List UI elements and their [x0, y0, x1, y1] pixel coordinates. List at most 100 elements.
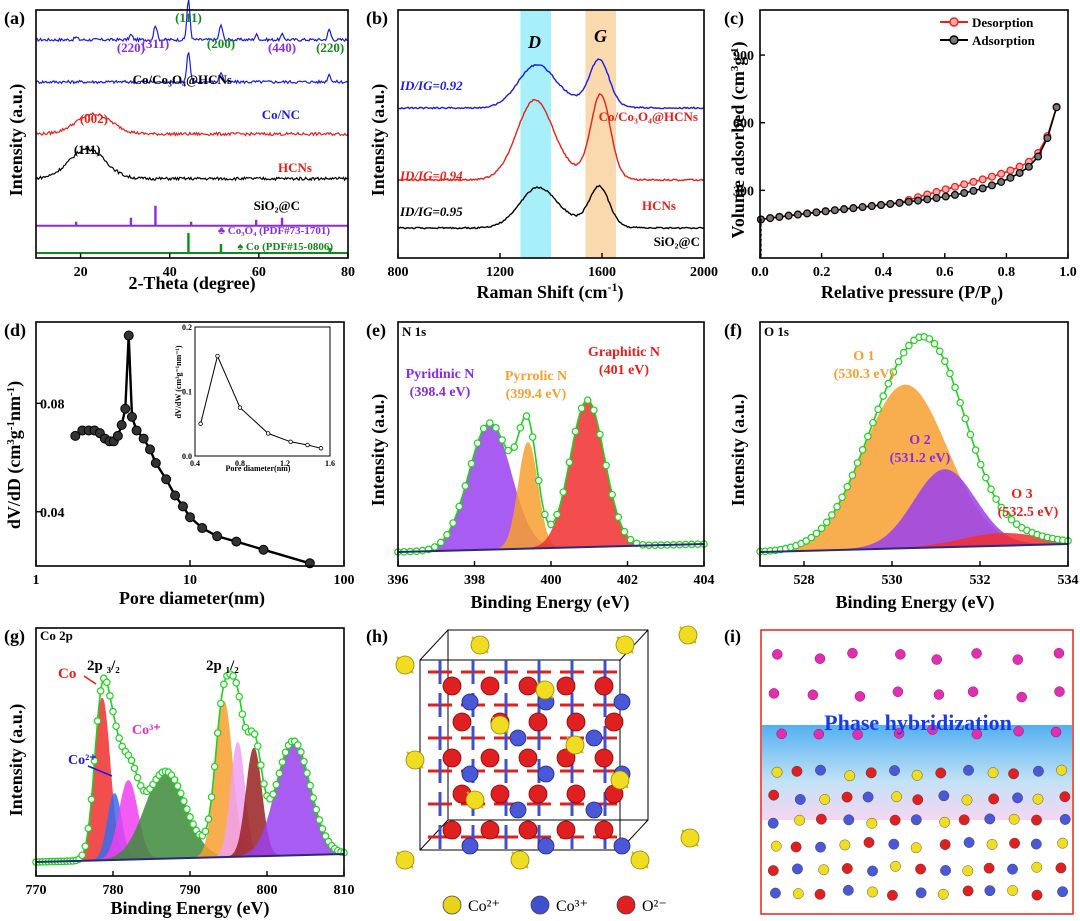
pink-atom	[854, 691, 866, 702]
panel-g-data-point	[235, 692, 244, 701]
panel-g-data-point	[297, 748, 305, 756]
lattice-atom	[1030, 838, 1042, 850]
inset-point	[198, 421, 203, 426]
lattice-atom	[768, 789, 780, 801]
ion-legend-marker	[616, 895, 636, 915]
lattice-atom	[940, 865, 951, 876]
panel-b-xtick-label: 800	[388, 265, 409, 280]
panel-g-data-point	[96, 687, 105, 695]
panel-g-data-point	[272, 780, 281, 789]
co2-atom	[565, 735, 585, 755]
co2p-annotation: 2p ₁/₂	[206, 658, 239, 674]
raman-g-band-label: G	[594, 26, 607, 46]
lattice-atom	[1007, 863, 1018, 875]
panel-e-data-point	[492, 424, 500, 432]
lattice-atom	[771, 766, 783, 778]
panel-e-envelope-line	[398, 399, 704, 553]
panel-f-data-point	[997, 503, 1006, 512]
lattice-atom	[794, 794, 806, 805]
lattice-atom	[792, 888, 804, 900]
panel-h-letter: (h)	[366, 626, 388, 647]
lattice-atom	[841, 791, 853, 803]
panel-e-data-point	[565, 458, 574, 467]
bet-point	[775, 212, 784, 221]
panel-g-data-point	[318, 825, 327, 833]
panel-f-data-point	[879, 392, 888, 400]
lattice-atom	[963, 764, 974, 776]
lattice-atom	[1007, 885, 1019, 896]
panel-f-data-point	[899, 348, 908, 357]
lattice-atom	[815, 764, 826, 776]
xrd-peak-label: (200)	[207, 36, 235, 51]
pore-point	[177, 501, 188, 512]
inset-xtick-label: 0.4	[190, 459, 200, 468]
panel-b-frame	[397, 9, 705, 259]
panel-e-data-point	[559, 488, 568, 496]
panel-f-data-point	[971, 446, 980, 454]
oxygen-atom	[480, 820, 500, 840]
lattice-atom	[842, 884, 854, 896]
pore-point	[123, 330, 134, 341]
panel-g-xtick-label: 800	[257, 883, 278, 898]
pink-atom	[1012, 654, 1024, 665]
panel-f-data-point	[976, 460, 985, 469]
co3-atom	[461, 693, 479, 711]
co3-atom	[613, 837, 631, 855]
panel-g-data-point	[189, 820, 197, 829]
panel-a-xtick-label: 60	[252, 265, 266, 280]
pore-point	[197, 523, 208, 534]
pink-atom	[971, 648, 982, 659]
bet-legend-label: Desorption	[972, 15, 1034, 30]
lattice-atom	[839, 839, 851, 851]
panel-g-data-point	[253, 742, 262, 750]
bet-point	[950, 182, 959, 191]
unit-cell-edge	[419, 819, 449, 851]
bet-point	[969, 177, 978, 186]
lattice-atom	[767, 817, 779, 829]
bet-point	[895, 198, 904, 207]
inset-ylabel: dV/dW (cm³g⁻¹nm⁻¹)	[174, 345, 183, 418]
co2p-arrow	[87, 765, 113, 777]
panel-g-data-point	[103, 678, 111, 687]
panel-c-xtick-label: 0.4	[874, 265, 892, 280]
panel-f-data-point	[966, 430, 975, 439]
xrd-peak-label: (220)	[316, 40, 344, 55]
lattice-atom	[863, 837, 875, 848]
oxygen-atom	[518, 820, 538, 840]
lattice-atom	[962, 885, 974, 897]
panel-e-data-point	[534, 476, 543, 485]
oxygen-atom	[594, 820, 614, 840]
bet-point	[987, 172, 996, 181]
pink-atom	[927, 724, 938, 735]
raman-d-band-label: D	[527, 32, 541, 52]
lattice-atom	[814, 888, 826, 900]
lattice-atom	[1055, 862, 1067, 874]
bet-point	[914, 196, 923, 205]
panel-e-data-point	[522, 412, 531, 420]
panel-f-data-point	[889, 368, 898, 376]
lattice-atom	[792, 863, 803, 875]
pore-point	[161, 474, 172, 485]
pink-atom	[807, 689, 819, 701]
lattice-atom	[935, 767, 947, 779]
lattice-atom	[887, 889, 898, 901]
lattice-atom	[939, 839, 951, 850]
panel-c-frame	[759, 9, 1069, 259]
pore-point	[120, 403, 131, 414]
panel-e-data-point	[602, 461, 610, 470]
panel-e-data-point	[528, 433, 537, 441]
xrd-series-label: SiO₂@C	[254, 198, 300, 213]
lattice-atom	[1008, 768, 1019, 780]
xrd-peak-label: (002)	[80, 111, 108, 126]
pink-atom	[813, 728, 825, 740]
panel-g-data-point	[260, 779, 268, 788]
co2-atom	[395, 850, 415, 870]
lattice-atom	[984, 885, 996, 897]
co2-atom	[535, 680, 555, 700]
lattice-atom	[939, 816, 951, 828]
pore-point	[116, 420, 127, 431]
panel-g-data-point	[217, 699, 225, 708]
oxygen-atom	[452, 712, 472, 732]
co2p-arrow	[83, 675, 97, 685]
